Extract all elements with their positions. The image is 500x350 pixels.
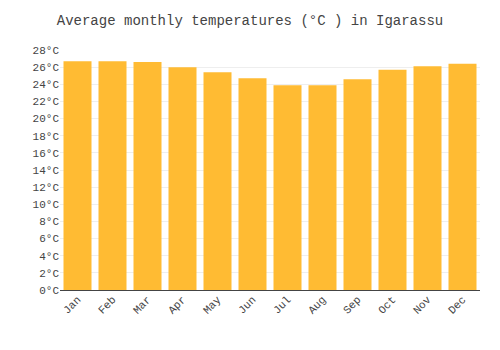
svg-text:0°C: 0°C xyxy=(39,285,59,297)
svg-text:Jul: Jul xyxy=(271,294,293,316)
svg-text:Jun: Jun xyxy=(236,294,258,316)
svg-text:Feb: Feb xyxy=(96,294,118,316)
svg-text:16°C: 16°C xyxy=(33,148,60,160)
svg-text:22°C: 22°C xyxy=(33,96,60,108)
svg-text:Oct: Oct xyxy=(376,294,398,316)
svg-text:May: May xyxy=(201,294,224,317)
svg-text:10°C: 10°C xyxy=(33,199,60,211)
svg-text:Aug: Aug xyxy=(306,294,328,316)
svg-text:18°C: 18°C xyxy=(33,131,60,143)
svg-text:26°C: 26°C xyxy=(33,62,60,74)
svg-text:Apr: Apr xyxy=(166,294,188,316)
svg-text:Average monthly temperatures (: Average monthly temperatures (°C ) in Ig… xyxy=(57,13,443,29)
svg-text:6°C: 6°C xyxy=(39,233,59,245)
svg-text:4°C: 4°C xyxy=(39,251,59,263)
svg-text:2°C: 2°C xyxy=(39,268,59,280)
svg-text:14°C: 14°C xyxy=(33,165,60,177)
svg-text:Mar: Mar xyxy=(131,294,153,316)
svg-text:8°C: 8°C xyxy=(39,216,59,228)
svg-text:Nov: Nov xyxy=(411,294,434,317)
svg-text:Dec: Dec xyxy=(446,294,468,316)
svg-text:20°C: 20°C xyxy=(33,113,60,125)
svg-text:Jan: Jan xyxy=(61,294,83,316)
svg-text:Sep: Sep xyxy=(341,294,363,316)
svg-text:24°C: 24°C xyxy=(33,79,60,91)
svg-text:12°C: 12°C xyxy=(33,182,60,194)
svg-text:28°C: 28°C xyxy=(33,45,60,57)
